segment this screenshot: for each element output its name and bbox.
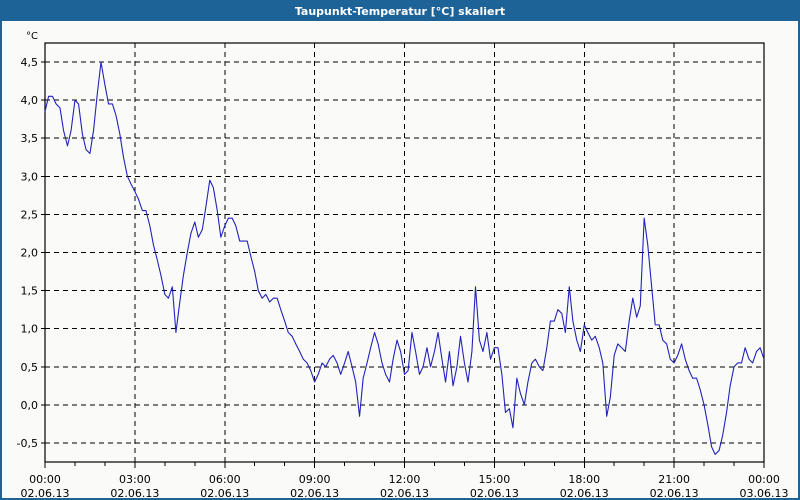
x-tick-date-label: 02.06.13 <box>290 487 339 498</box>
y-tick-label: 0,5 <box>21 361 39 374</box>
x-tick-time-label: 06:00 <box>209 473 241 486</box>
y-tick-label: 1,0 <box>21 323 39 336</box>
x-axis-labels: 00:0002.06.1303:0002.06.1306:0002.06.130… <box>21 473 789 498</box>
x-tick-date-label: 02.06.13 <box>110 487 159 498</box>
x-tick-time-label: 21:00 <box>658 473 690 486</box>
y-tick-label: 4,5 <box>21 56 39 69</box>
axis-ticks <box>41 61 765 468</box>
x-tick-date-label: 02.06.13 <box>380 487 429 498</box>
page-title: Taupunkt-Temperatur [°C] skaliert <box>294 5 506 18</box>
x-tick-time-label: 12:00 <box>389 473 421 486</box>
grid-lines <box>45 43 764 462</box>
x-tick-time-label: 00:00 <box>29 473 61 486</box>
y-tick-label: 3,0 <box>21 170 39 183</box>
x-tick-date-label: 02.06.13 <box>650 487 699 498</box>
x-tick-time-label: 00:00 <box>748 473 780 486</box>
y-tick-label: 2,5 <box>21 208 39 221</box>
y-tick-label: 2,0 <box>21 247 39 260</box>
plot-area-container: 4,5 4,0 3,5 3,0 2,5 2,0 1,5 1,0 0,5 0,0 -0,5 00:00… <box>2 21 798 498</box>
x-tick-time-label: 15:00 <box>479 473 511 486</box>
plot-border <box>44 42 765 463</box>
y-axis-labels: 4,5 4,0 3,5 3,0 2,5 2,0 1,5 1,0 0,5 0,0 -0,5 <box>17 56 38 450</box>
x-tick-date-label: 02.06.13 <box>21 487 70 498</box>
window-title-bar: Taupunkt-Temperatur [°C] skaliert <box>2 2 798 21</box>
x-tick-date-label: 02.06.13 <box>560 487 609 498</box>
data-series-line <box>44 61 765 455</box>
x-tick-time-label: 09:00 <box>299 473 331 486</box>
y-tick-label: -0,5 <box>17 437 38 450</box>
y-tick-label: 1,5 <box>21 285 39 298</box>
y-tick-label: 3,5 <box>21 132 39 145</box>
y-axis-unit-label: °C <box>26 31 38 42</box>
y-tick-label: 0,0 <box>21 399 39 412</box>
x-tick-time-label: 03:00 <box>119 473 151 486</box>
y-tick-label: 4,0 <box>21 94 39 107</box>
x-tick-date-label: 02.06.13 <box>470 487 519 498</box>
x-tick-time-label: 18:00 <box>568 473 600 486</box>
x-tick-date-label: 03.06.13 <box>740 487 789 498</box>
x-tick-date-label: 02.06.13 <box>200 487 249 498</box>
line-chart: 4,5 4,0 3,5 3,0 2,5 2,0 1,5 1,0 0,5 0,0 -0,5 00:00… <box>17 31 789 498</box>
